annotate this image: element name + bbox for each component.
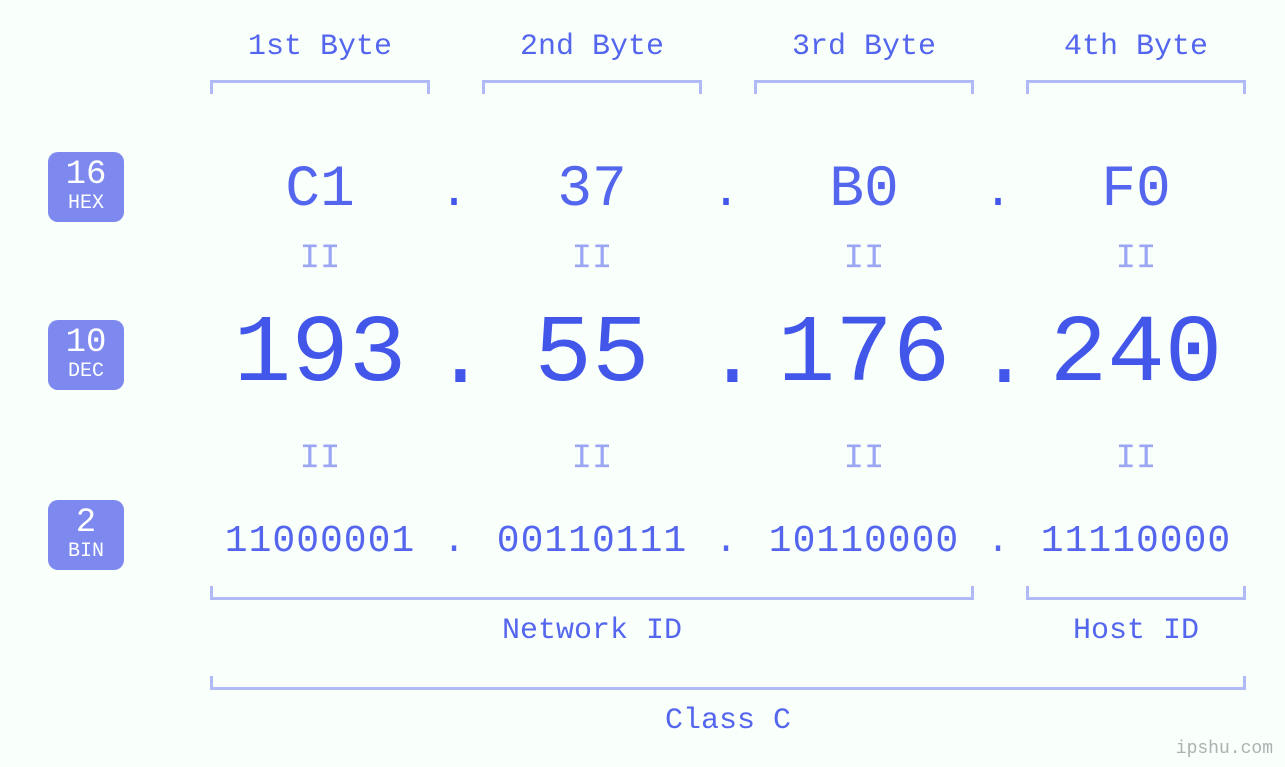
hex-byte-2: 37 bbox=[482, 158, 702, 223]
top-bracket-3 bbox=[754, 80, 974, 94]
hex-badge-label: HEX bbox=[48, 194, 124, 214]
dec-badge: 10 DEC bbox=[48, 320, 124, 390]
watermark: ipshu.com bbox=[1176, 739, 1273, 759]
network-id-bracket bbox=[210, 586, 974, 600]
top-bracket-2 bbox=[482, 80, 702, 94]
dec-badge-base: 10 bbox=[48, 326, 124, 360]
bin-badge: 2 BIN bbox=[48, 500, 124, 570]
bin-byte-3: 10110000 bbox=[754, 520, 974, 563]
bin-byte-1: 11000001 bbox=[210, 520, 430, 563]
dec-dot-1: . bbox=[434, 310, 474, 409]
byte-header-2: 2nd Byte bbox=[482, 30, 702, 64]
bin-badge-label: BIN bbox=[48, 542, 124, 562]
bin-dot-1: . bbox=[434, 520, 474, 563]
host-id-label: Host ID bbox=[1026, 614, 1246, 648]
ip-diagram: 1st Byte 2nd Byte 3rd Byte 4th Byte 16 H… bbox=[0, 0, 1285, 767]
byte-header-1: 1st Byte bbox=[210, 30, 430, 64]
eq-dec-bin-1: ΙΙ bbox=[210, 440, 430, 478]
byte-header-3: 3rd Byte bbox=[754, 30, 974, 64]
network-id-label: Network ID bbox=[210, 614, 974, 648]
hex-byte-3: B0 bbox=[754, 158, 974, 223]
bin-byte-4: 11110000 bbox=[1026, 520, 1246, 563]
eq-hex-dec-3: ΙΙ bbox=[754, 240, 974, 278]
dec-byte-2: 55 bbox=[482, 300, 702, 409]
eq-dec-bin-2: ΙΙ bbox=[482, 440, 702, 478]
class-bracket bbox=[210, 676, 1246, 690]
eq-hex-dec-4: ΙΙ bbox=[1026, 240, 1246, 278]
dec-badge-label: DEC bbox=[48, 362, 124, 382]
eq-dec-bin-4: ΙΙ bbox=[1026, 440, 1246, 478]
hex-byte-1: C1 bbox=[210, 158, 430, 223]
dec-byte-3: 176 bbox=[754, 300, 974, 409]
eq-dec-bin-3: ΙΙ bbox=[754, 440, 974, 478]
dec-dot-3: . bbox=[978, 310, 1018, 409]
hex-dot-2: . bbox=[706, 166, 746, 220]
bin-dot-2: . bbox=[706, 520, 746, 563]
dec-dot-2: . bbox=[706, 310, 746, 409]
bin-badge-base: 2 bbox=[48, 506, 124, 540]
eq-hex-dec-1: ΙΙ bbox=[210, 240, 430, 278]
hex-badge-base: 16 bbox=[48, 158, 124, 192]
hex-dot-3: . bbox=[978, 166, 1018, 220]
dec-byte-1: 193 bbox=[210, 300, 430, 409]
bin-byte-2: 00110111 bbox=[482, 520, 702, 563]
eq-hex-dec-2: ΙΙ bbox=[482, 240, 702, 278]
top-bracket-1 bbox=[210, 80, 430, 94]
bin-dot-3: . bbox=[978, 520, 1018, 563]
hex-badge: 16 HEX bbox=[48, 152, 124, 222]
byte-header-4: 4th Byte bbox=[1026, 30, 1246, 64]
dec-byte-4: 240 bbox=[1026, 300, 1246, 409]
hex-byte-4: F0 bbox=[1026, 158, 1246, 223]
hex-dot-1: . bbox=[434, 166, 474, 220]
top-bracket-4 bbox=[1026, 80, 1246, 94]
class-label: Class C bbox=[210, 704, 1246, 738]
host-id-bracket bbox=[1026, 586, 1246, 600]
